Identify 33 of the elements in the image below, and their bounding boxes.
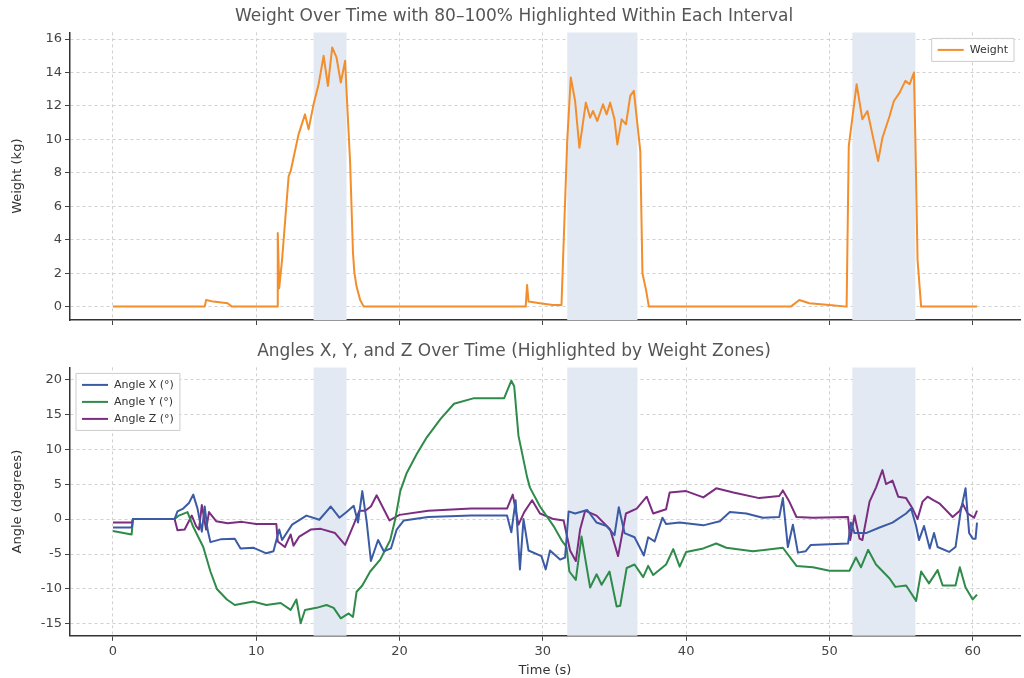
chart-title: Angles X, Y, and Z Over Time (Highlighted by Weight Zones): [257, 339, 771, 360]
y-tick-label: -10: [40, 580, 62, 596]
y-tick-label: 0: [53, 510, 62, 526]
x-tick-label: 10: [248, 642, 265, 658]
y-tick-label: 0: [53, 298, 62, 313]
y-tick-label: 10: [45, 130, 62, 146]
x-tick-label: 40: [677, 642, 695, 658]
y-tick-label: 6: [53, 197, 62, 213]
x-tick-label: 60: [964, 642, 981, 658]
y-tick-label: 20: [45, 370, 62, 386]
x-tick-label: 0: [108, 642, 118, 658]
y-tick-label: 2: [53, 264, 62, 280]
y-axis-title: Angle (degrees): [9, 449, 25, 554]
y-tick-label: 10: [45, 440, 62, 456]
legend-label: Angle Z (°): [114, 411, 174, 425]
x-tick-label: 50: [821, 642, 838, 658]
legend-label: Angle X (°): [114, 377, 174, 391]
y-tick-label: 12: [45, 97, 62, 113]
y-tick-label: 4: [53, 231, 62, 247]
legend-label: Angle Y (°): [114, 394, 174, 408]
y-tick-label: 5: [53, 475, 62, 491]
y-tick-label: 14: [45, 63, 62, 79]
y-tick-label: -15: [40, 615, 62, 631]
x-axis-title: Time (s): [517, 661, 572, 677]
y-tick-label: 16: [45, 30, 62, 46]
y-tick-label: -5: [49, 545, 62, 561]
y-tick-label: 8: [53, 164, 62, 180]
y-axis-title: Weight (kg): [9, 138, 25, 214]
y-tick-label: 15: [45, 405, 62, 421]
x-tick-label: 20: [391, 642, 408, 658]
x-tick-label: 30: [534, 642, 552, 658]
chart-title: Weight Over Time with 80–100% Highlighted Within Each Interval: [234, 4, 794, 25]
legend-label: Weight: [969, 42, 1009, 56]
